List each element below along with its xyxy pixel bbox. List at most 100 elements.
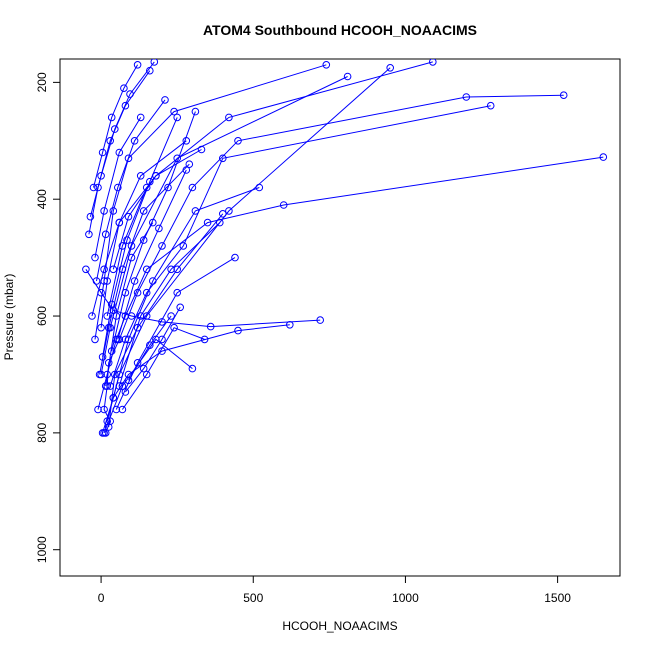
y-axis-label: Pressure (mbar) [2, 274, 16, 361]
data-point [86, 212, 95, 221]
data-point [121, 101, 130, 110]
series-line [118, 222, 221, 387]
series-line [93, 64, 139, 188]
series-layer [82, 59, 608, 437]
series-21 [95, 160, 194, 379]
x-tick-label: 0 [98, 591, 105, 605]
data-point [121, 388, 130, 396]
data-point [100, 265, 108, 274]
data-point [120, 84, 128, 92]
series-19 [107, 107, 200, 355]
data-point [136, 312, 145, 320]
data-point [179, 242, 188, 250]
x-tick-label: 1000 [392, 591, 419, 605]
y-tick-label: 1000 [35, 536, 49, 563]
data-point [139, 207, 148, 215]
data-point [161, 96, 169, 104]
data-point [111, 125, 119, 133]
data-point [142, 183, 151, 192]
data-point [219, 210, 227, 218]
data-point [109, 265, 118, 274]
data-point [114, 335, 122, 344]
data-point [115, 148, 124, 157]
series-22 [101, 218, 157, 390]
data-point [127, 253, 136, 262]
series-30 [103, 183, 151, 320]
series-line [99, 163, 190, 375]
series-line [117, 169, 187, 340]
data-point [98, 353, 107, 361]
data-point [188, 183, 197, 192]
data-point [200, 335, 209, 344]
data-point [97, 323, 105, 332]
data-point [203, 218, 212, 227]
x-axis: 0 500 1000 1500 [98, 575, 571, 605]
series-line [128, 315, 172, 381]
data-point [98, 148, 107, 157]
series-line [103, 338, 193, 434]
data-point [170, 323, 178, 332]
data-point [191, 207, 200, 215]
data-point [486, 101, 495, 110]
x-tick-label: 500 [243, 591, 263, 605]
data-point [109, 394, 118, 402]
data-point [136, 113, 145, 122]
series-line [85, 269, 321, 328]
data-point [115, 218, 124, 227]
data-point [234, 326, 242, 335]
series-24 [86, 59, 159, 221]
data-point [133, 323, 142, 332]
series-14 [109, 183, 264, 402]
data-point [124, 376, 133, 385]
data-point [118, 265, 127, 274]
series-line [125, 307, 181, 393]
data-point [155, 224, 163, 233]
data-point [173, 113, 181, 122]
series-17 [115, 218, 224, 390]
data-point [173, 265, 181, 274]
data-point [191, 107, 200, 116]
series-line [112, 187, 260, 398]
series-1 [100, 91, 568, 437]
data-point [142, 370, 151, 379]
data-point [95, 370, 104, 379]
data-point [429, 59, 437, 66]
data-point [188, 364, 197, 373]
data-point [91, 253, 99, 262]
data-point [146, 177, 154, 186]
data-point [94, 183, 102, 192]
data-point [127, 312, 136, 320]
data-point [142, 312, 151, 320]
y-tick-label: 800 [35, 423, 49, 443]
data-point [136, 172, 145, 180]
series-line [102, 117, 178, 357]
data-point [114, 183, 122, 192]
series-line [94, 64, 327, 340]
series-2 [94, 153, 608, 414]
data-point [197, 145, 206, 154]
series-23 [121, 303, 184, 396]
series-20 [118, 323, 209, 414]
data-point [225, 207, 233, 215]
data-point [133, 61, 142, 69]
data-point [176, 303, 184, 312]
data-point [182, 166, 191, 174]
data-point [599, 153, 608, 161]
series-line [96, 99, 166, 282]
series-10 [112, 253, 239, 414]
data-point [101, 230, 110, 239]
series-line [97, 156, 604, 410]
data-point [124, 154, 133, 163]
data-point [127, 242, 136, 250]
series-8 [103, 64, 395, 426]
data-point [107, 113, 116, 122]
data-point [103, 312, 111, 320]
data-point [124, 212, 133, 221]
series-line [106, 187, 148, 317]
data-point [112, 312, 121, 320]
data-point [231, 253, 239, 262]
series-line [111, 111, 196, 352]
series-line [115, 257, 236, 410]
series-line [121, 327, 205, 410]
